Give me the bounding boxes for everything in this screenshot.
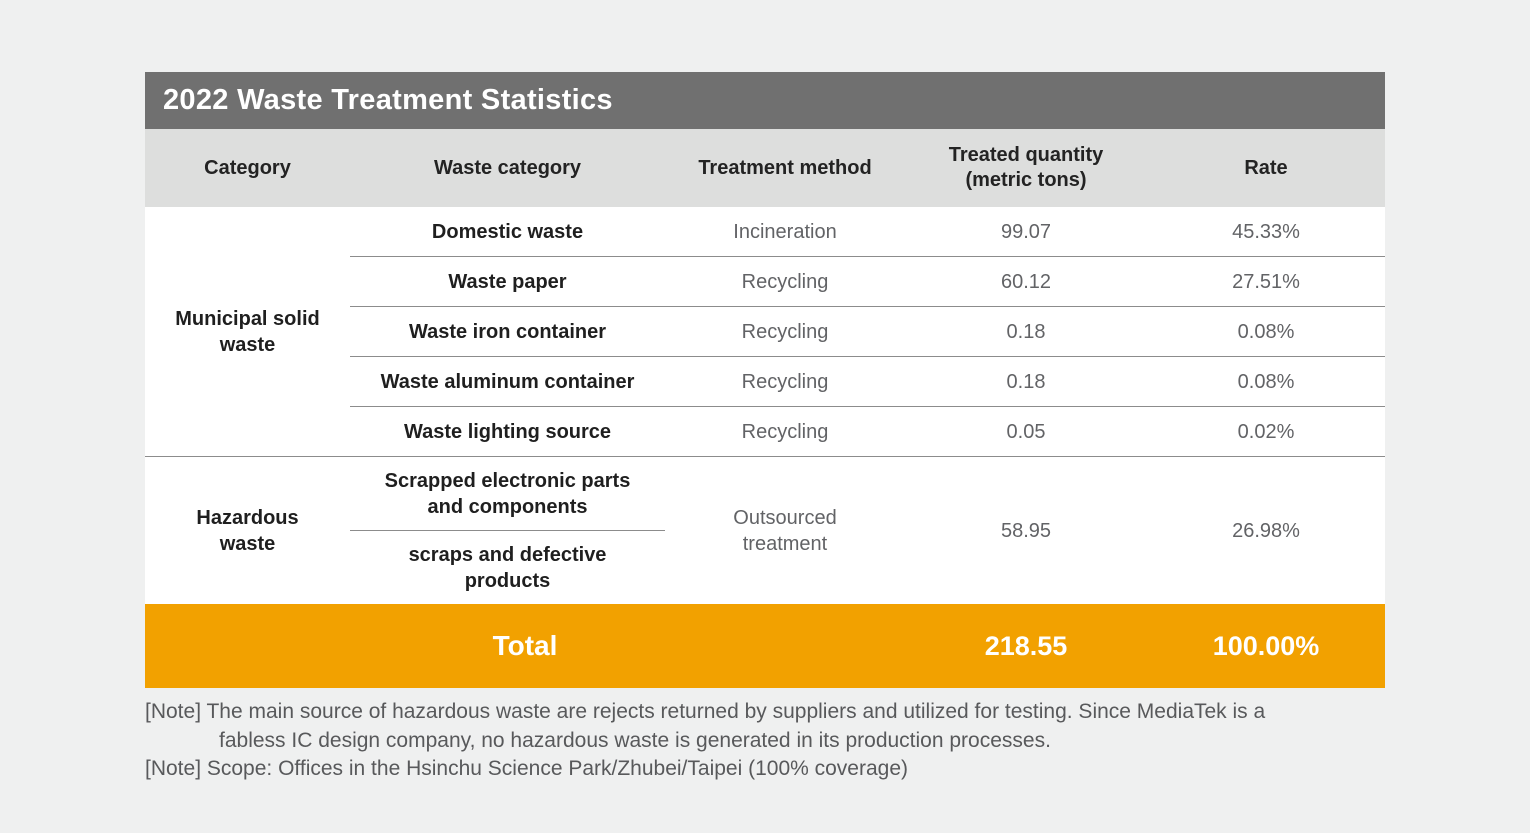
treated-quantity-cell: 58.95 (1000, 519, 1052, 542)
treatment-method-cell: Recycling (665, 306, 905, 357)
treatment-method-cell: Recycling (665, 256, 905, 307)
rate-cell: 26.98% (1232, 519, 1300, 542)
treatment-method-cell: Outsourced treatment (733, 506, 837, 555)
waste-category-cell: Waste paper (350, 256, 665, 307)
treatment-method-cell: Recycling (665, 356, 905, 407)
column-header-waste-category: Waste category (350, 129, 665, 207)
total-row: Total 218.55 100.00% (145, 604, 1385, 688)
rate-cell: 0.08% (1147, 306, 1385, 357)
column-header-rate: Rate (1147, 129, 1385, 207)
table-row: Waste aluminum container Recycling 0.18 … (145, 356, 1385, 407)
treatment-method-cell: Recycling (665, 406, 905, 457)
rate-cell: 27.51% (1147, 256, 1385, 307)
treatment-method-cell: Incineration (665, 207, 905, 257)
treated-quantity-cell: 60.12 (905, 256, 1147, 307)
treated-quantity-cell: 99.07 (905, 207, 1147, 257)
rate-cell: 0.08% (1147, 356, 1385, 407)
footnote-scope: [Note] Scope: Offices in the Hsinchu Sci… (145, 757, 909, 781)
waste-category-cell: Waste lighting source (350, 406, 665, 457)
footnote-hazardous-source: [Note] The main source of hazardous wast… (145, 700, 1266, 752)
waste-category-cell: Scrapped electronic parts and components (350, 456, 665, 531)
column-header-treatment-method: Treatment method (665, 129, 905, 207)
treated-quantity-cell: 0.05 (905, 406, 1147, 457)
table-row: Waste iron container Recycling 0.18 0.08… (145, 306, 1385, 357)
report-title: 2022 Waste Treatment Statistics (163, 84, 613, 116)
table-row: Hazardous waste Scrapped electronic part… (145, 456, 1385, 555)
waste-treatment-report: 2022 Waste Treatment Statistics Category… (145, 72, 1385, 784)
column-header-treated-quantity: Treated quantity (metric tons) (905, 129, 1147, 207)
rate-cell: 45.33% (1147, 207, 1385, 257)
footnotes: [Note] The main source of hazardous wast… (145, 698, 1385, 784)
category-cell-municipal: Municipal solid waste (145, 207, 350, 457)
rate-cell: 0.02% (1147, 406, 1385, 457)
category-cell-hazardous: Hazardous waste (196, 506, 299, 555)
table-row: Waste lighting source Recycling 0.05 0.0… (145, 406, 1385, 457)
waste-category-cell: Waste iron container (350, 306, 665, 357)
report-title-bar: 2022 Waste Treatment Statistics (145, 72, 1385, 129)
total-rate: 100.00% (1212, 630, 1320, 661)
table-row: scraps and defective products (145, 531, 1385, 605)
waste-category-cell: Waste aluminum container (350, 356, 665, 407)
header-row: Category Waste category Treatment method… (145, 129, 1385, 207)
waste-category-cell: scraps and defective products (408, 543, 607, 592)
total-quantity: 218.55 (984, 630, 1068, 661)
waste-statistics-table: Category Waste category Treatment method… (145, 129, 1385, 604)
treated-quantity-cell: 0.18 (905, 306, 1147, 357)
waste-category-cell: Domestic waste (350, 207, 665, 257)
table-row: Municipal solid waste Domestic waste Inc… (145, 207, 1385, 457)
treated-quantity-cell: 0.18 (905, 356, 1147, 407)
table-row: Waste paper Recycling 60.12 27.51% (145, 256, 1385, 307)
total-label: Total (492, 630, 558, 661)
column-header-category: Category (145, 129, 350, 207)
